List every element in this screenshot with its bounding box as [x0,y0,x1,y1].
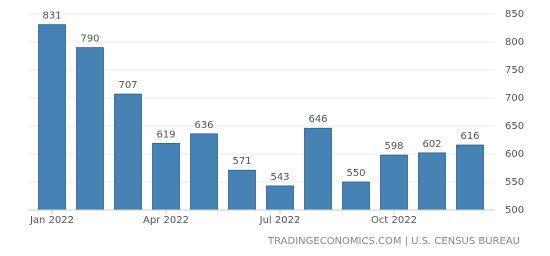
bar [304,127,332,211]
y-tick-label: 700 [505,93,524,104]
source: TRADINGECONOMICS.COM | U.S. CENSUS BUREA… [267,236,520,247]
x-tick-label: Jul 2022 [259,215,301,226]
y-tick-label: 500 [505,205,524,216]
y-tick-label: 600 [505,149,524,160]
data-label: 619 [156,129,175,140]
bar [190,133,218,211]
data-label: 598 [384,141,403,152]
data-label: 571 [232,156,251,167]
y-tick-label: 750 [505,65,524,76]
bar [38,24,66,211]
y-tick-label: 650 [505,121,524,132]
y-tick-label: 850 [505,9,524,20]
bar [76,47,104,211]
bar [342,181,370,211]
x-tick-label: Apr 2022 [143,215,189,226]
data-label: 636 [194,120,213,131]
data-label: 707 [118,80,137,91]
x-tick-label: Oct 2022 [371,215,417,226]
bar [114,93,142,211]
data-label: 790 [80,34,99,45]
bar [228,169,256,211]
y-tick-label: 550 [505,177,524,188]
data-label: 550 [346,168,365,179]
data-label: 616 [460,131,479,142]
bar [152,142,180,211]
bar [418,152,446,211]
bar [380,154,408,211]
data-label: 646 [308,114,327,125]
bar [456,144,484,211]
data-label: 543 [270,172,289,183]
y-tick-label: 800 [505,37,524,48]
data-label: 831 [42,11,61,22]
bar [266,185,294,211]
data-label: 602 [422,139,441,150]
x-tick-label: Jan 2022 [29,215,74,226]
